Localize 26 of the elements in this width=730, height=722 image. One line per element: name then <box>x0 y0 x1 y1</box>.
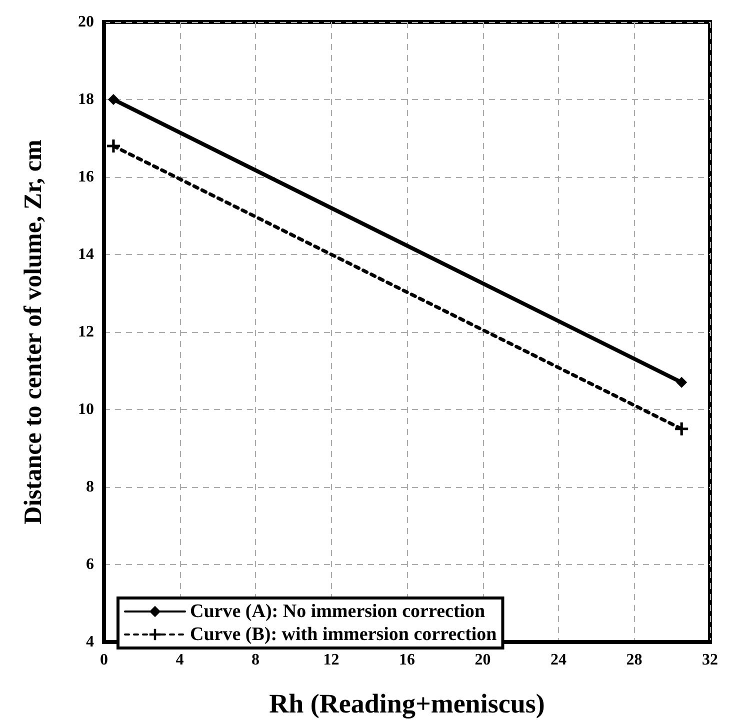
y-tick-label: 10 <box>78 401 94 418</box>
y-tick-label: 14 <box>78 246 94 263</box>
x-tick-label: 0 <box>100 652 108 668</box>
y-tick-label: 6 <box>86 556 94 573</box>
point <box>108 94 119 105</box>
x-tick-label: 32 <box>702 652 718 668</box>
x-tick-label: 16 <box>399 652 415 668</box>
x-tick-label: 4 <box>176 652 184 668</box>
y-tick-label: 4 <box>86 634 94 650</box>
point <box>676 376 688 388</box>
x-tick-label: 28 <box>626 652 642 668</box>
y-tick-label: 18 <box>78 91 94 108</box>
x-axis-title: Rh (Reading+meniscus) <box>269 688 545 718</box>
point <box>675 422 688 436</box>
y-tick-label: 20 <box>78 14 94 30</box>
y-tick-label: 12 <box>78 324 94 340</box>
y-tick-label: 8 <box>86 478 94 496</box>
point <box>106 140 120 152</box>
x-tick-label: 24 <box>550 652 566 668</box>
x-tick-label: 20 <box>474 652 491 668</box>
x-tick-label: 8 <box>252 652 260 668</box>
y-tick-label: 16 <box>78 168 94 186</box>
x-tick-label: 12 <box>323 652 340 668</box>
y-axis-title: Distance to center of volume, Zr, cm <box>20 140 47 524</box>
legend-label: Curve (A): No immersion correction <box>190 601 486 622</box>
legend-label: Curve (B): with immersion correction <box>190 624 498 645</box>
